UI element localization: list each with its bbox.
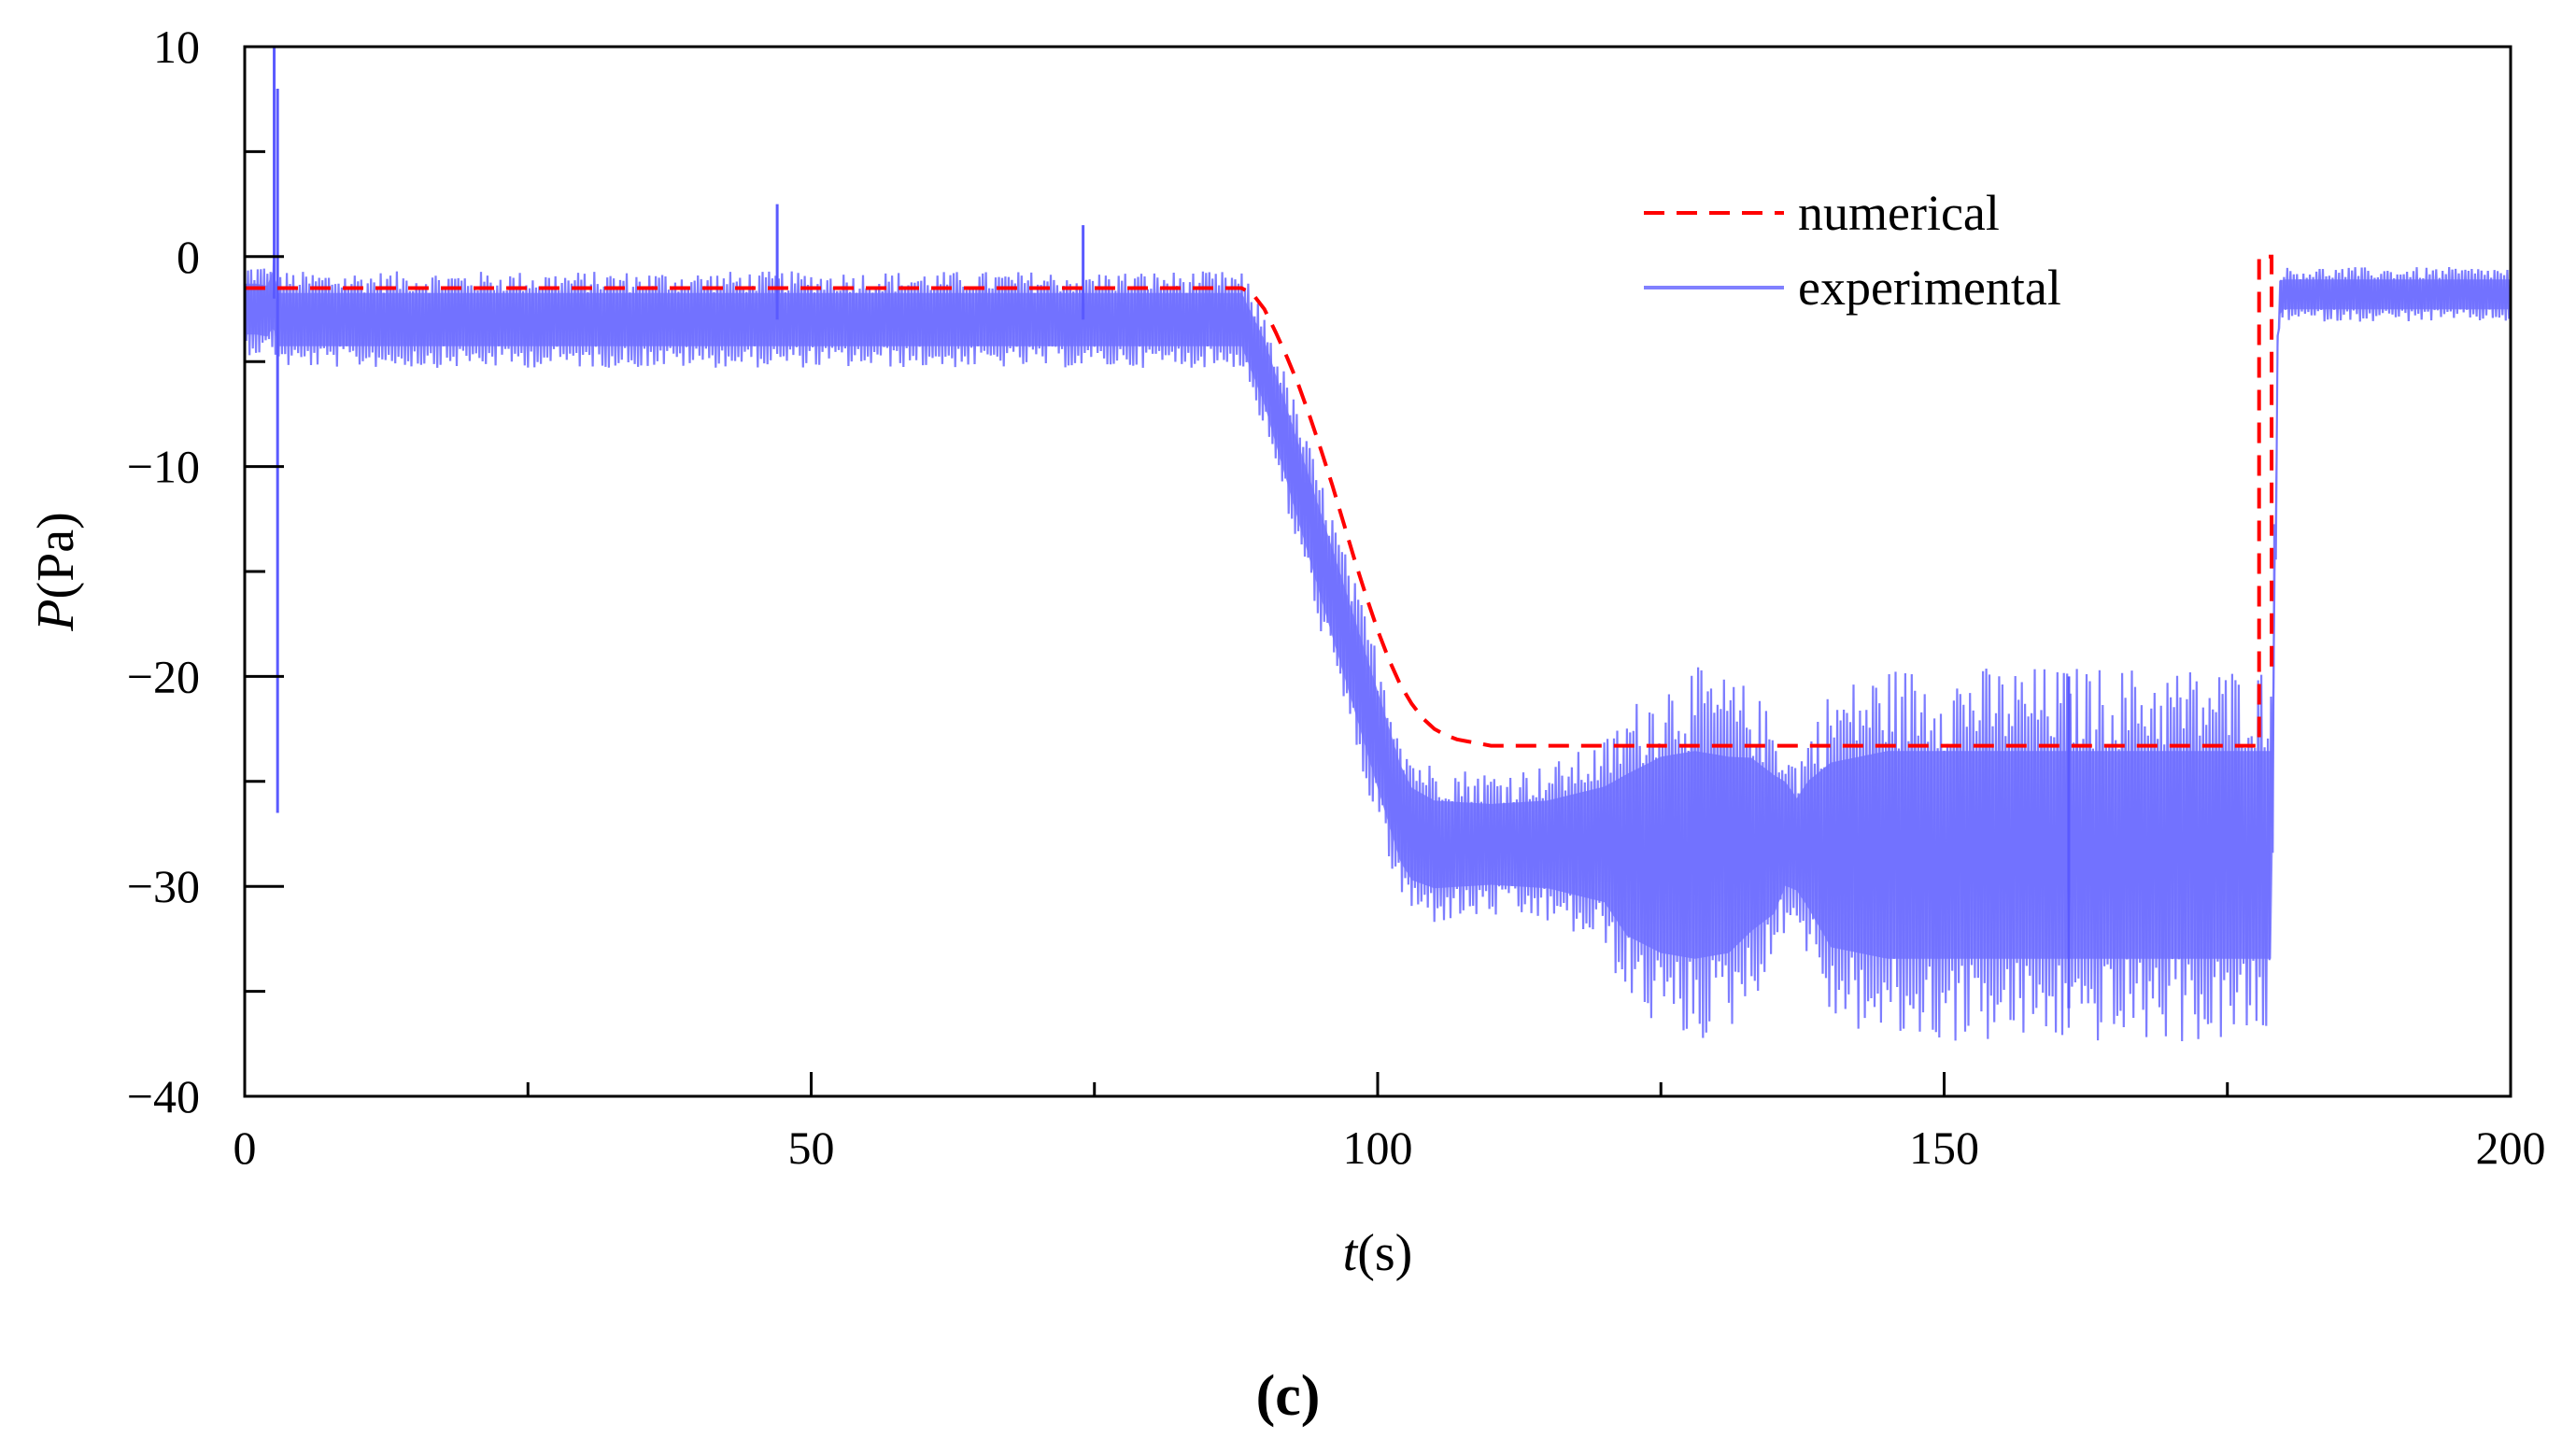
y-axis-title: P(Pa) xyxy=(27,512,85,632)
y-axis: 10 0 −10 −20 −30 −40 xyxy=(127,21,284,1122)
x-tick-label: 200 xyxy=(2476,1121,2546,1174)
legend-label-experimental: experimental xyxy=(1798,260,2061,316)
legend-label-numerical: numerical xyxy=(1798,185,2000,241)
y-tick-label: −40 xyxy=(127,1070,200,1122)
experimental-series xyxy=(245,47,2511,1042)
x-axis-title: t(s) xyxy=(1343,1224,1413,1282)
y-tick-label: −30 xyxy=(127,860,200,912)
x-tick-label: 100 xyxy=(1343,1121,1413,1174)
x-axis: 0 50 100 150 200 xyxy=(234,1072,2546,1174)
y-tick-label: 10 xyxy=(153,21,200,73)
x-tick-label: 50 xyxy=(788,1121,835,1174)
x-tick-label: 0 xyxy=(234,1121,257,1174)
y-tick-label: −20 xyxy=(127,650,200,702)
numerical-series xyxy=(245,254,2274,748)
legend: numerical experimental xyxy=(1644,185,2061,316)
x-tick-label: 150 xyxy=(1909,1121,1979,1174)
y-tick-label: −10 xyxy=(127,441,200,493)
panel-label: (c) xyxy=(1256,1364,1321,1428)
y-tick-label: 0 xyxy=(177,231,200,283)
experimental-noise xyxy=(245,252,2511,1042)
